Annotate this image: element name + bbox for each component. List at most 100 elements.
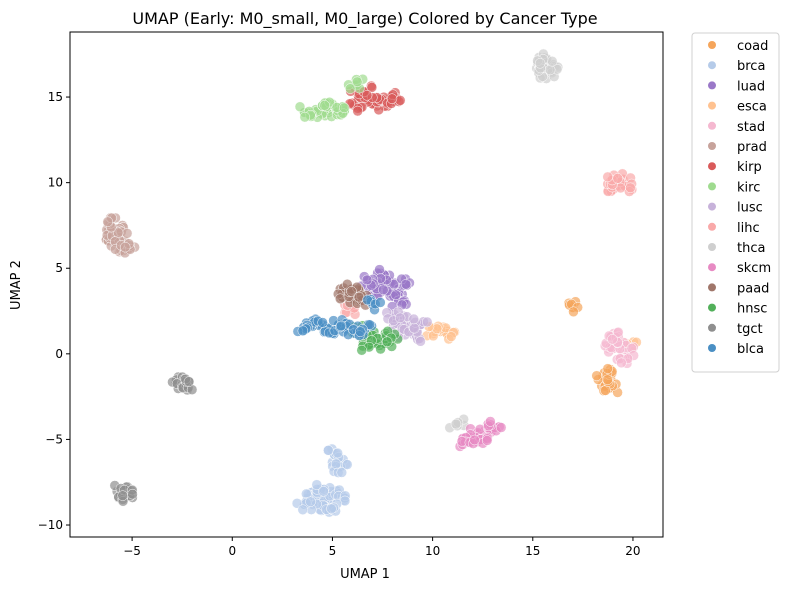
legend-label-kirp: kirp [737, 160, 762, 175]
legend: coad brca luad esca stad prad kirp kirc lusc lihc… [691, 32, 780, 373]
legend-label-esca: esca [737, 100, 767, 115]
data-point-luad-density [390, 289, 402, 301]
data-point-brca-density [326, 503, 337, 515]
data-point-kirc-density [338, 102, 350, 114]
series-coad [563, 296, 623, 398]
series-lusc [381, 306, 433, 347]
points-layer [100, 48, 642, 518]
legend-label-stad: stad [737, 120, 765, 135]
data-point-brca-density [332, 447, 343, 459]
data-point-thca-density [546, 56, 558, 67]
data-point-skcm-density [481, 435, 493, 446]
data-point-lihc-density [625, 182, 636, 194]
y-tick-label: −10 [38, 518, 63, 532]
data-point-thca-density [544, 64, 556, 76]
data-point-kirp-density [366, 82, 378, 93]
data-point-paad-density [334, 293, 346, 305]
data-point-kirp-density [361, 90, 373, 101]
data-point-coad-density [600, 385, 611, 396]
data-point-luad-density [374, 264, 385, 275]
data-point-thca-density [450, 418, 462, 430]
data-point-paad-density [346, 286, 357, 297]
data-point-skcm-density [469, 434, 480, 446]
series-luad [355, 264, 415, 312]
y-tick-label: −5 [45, 432, 63, 446]
series-kirp [344, 80, 406, 117]
data-point-luad-density [361, 274, 373, 286]
x-axis-label: UMAP 1 [340, 567, 390, 582]
data-point-brca-density [323, 445, 334, 456]
data-point-kirp-density [386, 93, 398, 104]
legend-marker-esca [708, 101, 716, 110]
series-tgct [109, 371, 198, 507]
legend-marker-tgct [708, 323, 716, 332]
data-point-stad-density [616, 357, 627, 369]
legend-box [691, 32, 780, 373]
data-point-brca-density [330, 458, 342, 470]
legend-label-kirc: kirc [737, 180, 760, 195]
series-lihc [339, 168, 638, 320]
data-point-tgct-density [127, 488, 138, 500]
data-point-blca-density [317, 317, 328, 328]
y-tick-label: 10 [48, 176, 63, 190]
legend-marker-blca [708, 344, 716, 352]
data-point-tgct-density [117, 490, 128, 501]
legend-label-tgct: tgct [737, 322, 763, 337]
data-point-kirc-density [299, 111, 311, 123]
y-axis-label: UMAP 2 [9, 260, 24, 310]
data-point-lihc-density [602, 171, 613, 183]
data-point-hnsc-density [375, 343, 386, 355]
chart-title: UMAP (Early: M0_small, M0_large) Colored… [132, 9, 597, 29]
data-point-stad-density [607, 334, 618, 345]
x-tick-label: −5 [123, 544, 141, 558]
x-tick-label: 10 [425, 544, 440, 558]
legend-label-lihc: lihc [737, 221, 760, 236]
legend-label-blca: blca [737, 342, 764, 357]
series-skcm [454, 416, 507, 452]
legend-label-thca: thca [737, 241, 765, 256]
data-point-kirc-density [351, 76, 363, 88]
legend-marker-brca [708, 61, 716, 70]
legend-label-prad: prad [737, 140, 767, 155]
data-point-lusc-density [421, 316, 433, 328]
data-point-coad-density [602, 363, 614, 374]
legend-marker-thca [708, 243, 716, 251]
legend-marker-kirc [708, 182, 716, 191]
x-tick-label: 20 [625, 544, 640, 558]
legend-marker-kirp [708, 162, 716, 171]
legend-marker-prad [708, 142, 716, 150]
data-point-blca-density [297, 325, 309, 337]
series-stad [599, 326, 639, 369]
y-tick-label: 15 [48, 90, 63, 104]
data-point-brca-density [311, 479, 323, 490]
series-brca [291, 443, 353, 518]
data-point-brca-density [305, 496, 316, 507]
legend-label-paad: paad [737, 281, 769, 296]
legend-marker-hnsc [708, 303, 716, 312]
legend-marker-coad [708, 41, 716, 49]
data-point-kirp-density [352, 105, 363, 117]
x-axis-ticks: −5 0 5 10 15 20 [123, 537, 641, 558]
series-prad [100, 212, 140, 259]
data-point-coad-density [568, 306, 579, 318]
data-point-coad-density [602, 374, 613, 385]
legend-marker-stad [708, 121, 716, 130]
data-point-thca-density [534, 58, 546, 69]
legend-marker-lusc [708, 202, 716, 211]
data-point-lusc-density [415, 336, 426, 347]
data-point-esca-density [445, 331, 457, 342]
data-point-blca-density [375, 297, 386, 308]
data-point-luad-density [378, 284, 389, 296]
data-point-prad-density [119, 241, 131, 253]
data-point-hnsc-density [356, 344, 367, 356]
legend-label-skcm: skcm [737, 261, 771, 276]
data-point-prad-density [102, 216, 114, 228]
data-point-lihc-density [612, 173, 624, 184]
data-point-lusc-density [408, 313, 420, 325]
legend-marker-luad [708, 81, 716, 90]
x-tick-label: 15 [525, 544, 540, 558]
data-point-lusc-density [394, 312, 406, 324]
plot-frame [69, 31, 664, 538]
y-axis-ticks: −10 −5 0 5 10 15 [38, 90, 70, 532]
data-point-kirc-density [345, 83, 356, 94]
